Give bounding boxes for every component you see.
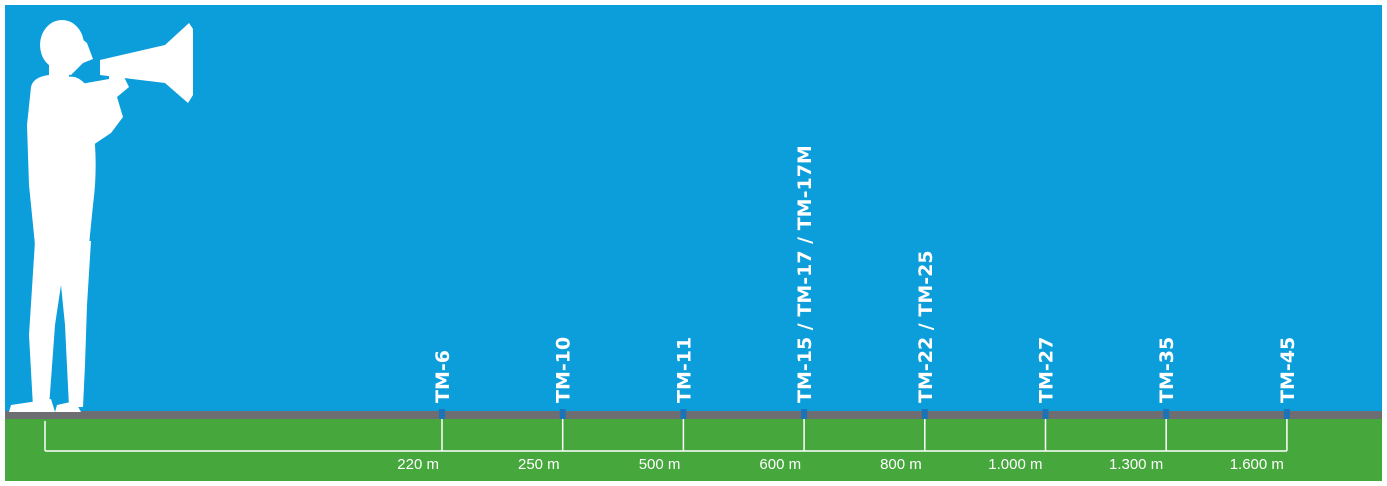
model-label: TM-10 [553,337,575,403]
range-marker [921,409,928,419]
sky-background [5,5,1382,412]
model-label: TM-27 [1036,337,1058,403]
range-marker [680,409,687,419]
distance-label: 500 m [639,456,681,473]
range-marks: TM-6 220 m TM-10 250 m TM-11 500 m TM-15 / TM-… [397,145,1299,473]
range-mark: TM-27 1.000 m [988,337,1057,473]
range-diagram-svg: TM-6 220 m TM-10 250 m TM-11 500 m TM-15 / TM-… [5,5,1382,481]
range-marker [1163,409,1170,419]
distance-label: 1.600 m [1230,456,1284,473]
ground-strip [5,419,1382,481]
distance-label: 800 m [880,456,922,473]
range-marker [1283,409,1290,419]
distance-label: 600 m [759,456,801,473]
person-with-megaphone-icon [9,20,193,412]
range-mark: TM-6 220 m [397,350,454,473]
range-marker [1042,409,1049,419]
model-label: TM-35 [1156,337,1178,403]
model-label: TM-11 [673,337,695,403]
range-marker [439,409,445,419]
model-label: TM-22 / TM-25 [915,250,937,403]
range-mark: TM-22 / TM-25 800 m [880,250,937,473]
range-mark: TM-11 500 m [639,337,696,473]
distance-bracket [44,421,1287,452]
distance-label: 1.300 m [1109,456,1163,473]
range-diagram: TM-6 220 m TM-10 250 m TM-11 500 m TM-15 / TM-… [5,5,1382,481]
range-marker [801,409,808,419]
range-marker [559,409,566,419]
range-mark: TM-10 250 m [518,337,575,473]
model-label: TM-45 [1277,337,1299,403]
road-line [5,411,1382,419]
model-label: TM-15 / TM-17 / TM-17M [794,145,816,403]
distance-label: 250 m [518,456,560,473]
range-mark: TM-45 1.600 m [1230,337,1299,473]
range-mark: TM-15 / TM-17 / TM-17M 600 m [759,145,816,473]
distance-label: 1.000 m [988,456,1042,473]
model-label: TM-6 [432,350,454,403]
distance-label: 220 m [397,456,439,473]
range-mark: TM-35 1.300 m [1109,337,1178,473]
